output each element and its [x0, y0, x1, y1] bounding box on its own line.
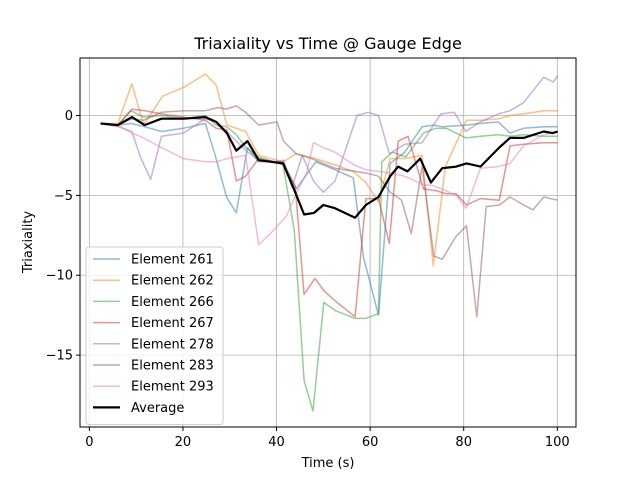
series-line-element-283: [100, 105, 558, 318]
legend-entry: Element 278: [131, 337, 214, 352]
series-line-element-261: [100, 121, 558, 316]
series-line-element-267: [100, 108, 558, 318]
x-tick-label: 60: [362, 435, 379, 450]
chart-title: Triaxiality vs Time @ Gauge Edge: [193, 34, 462, 53]
y-tick-label: −15: [46, 349, 73, 364]
y-tick-label: −5: [54, 189, 73, 204]
x-tick-label: 20: [175, 435, 192, 450]
legend-box: [85, 246, 224, 426]
plot-frame: [79, 57, 577, 428]
series-line-element-293: [100, 122, 558, 246]
x-axis-label: Time (s): [301, 456, 355, 471]
series-line-element-262: [100, 73, 558, 267]
legend-entry: Element 283: [131, 359, 214, 374]
x-tick-label: 40: [268, 435, 285, 450]
series-layer: [100, 73, 559, 412]
y-axis-label: Triaxiality: [21, 211, 36, 275]
legend-entry: Element 261: [131, 253, 214, 268]
x-tick-label: 100: [545, 435, 570, 450]
x-tick-label: 80: [455, 435, 472, 450]
legend-entry: Element 262: [131, 274, 214, 289]
legend-entry: Element 266: [131, 295, 214, 310]
legend: Element 261 Element 262 Element 266 Element…: [85, 246, 224, 426]
x-tick-label: 0: [85, 435, 93, 450]
legend-entry: Average: [131, 401, 184, 416]
series-line-element-278: [100, 75, 559, 193]
y-tick-label: 0: [65, 109, 73, 124]
legend-entry: Element 293: [131, 380, 214, 395]
y-tick-label: −10: [46, 269, 73, 284]
x-axis: 0 20 40 60 80 100: [85, 427, 570, 450]
series-line-average: [100, 115, 559, 219]
legend-entry: Element 267: [131, 316, 214, 331]
y-axis: −15 −10 −5 0: [46, 109, 80, 364]
